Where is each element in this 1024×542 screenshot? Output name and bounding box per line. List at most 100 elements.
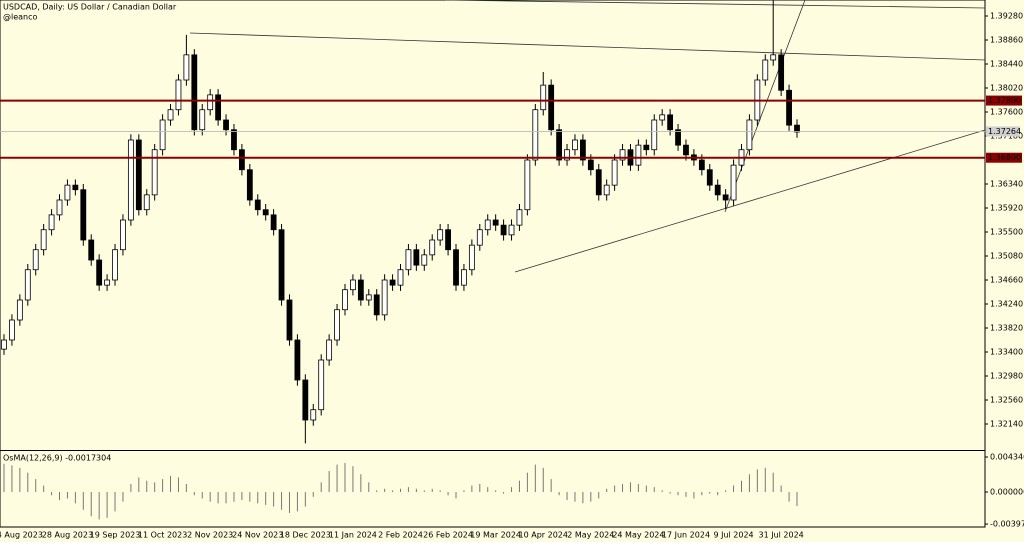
candle-body	[199, 109, 206, 131]
candle-body	[80, 189, 87, 241]
plot-frame	[0, 0, 986, 528]
candle-body	[326, 339, 333, 361]
y-tick-label: 1.36340	[990, 180, 1023, 189]
candle-body	[96, 259, 103, 286]
candle-body	[413, 249, 420, 266]
x-tick-label: 19 Mar 2024	[470, 531, 521, 540]
candle-body	[556, 129, 562, 161]
candle-body	[254, 199, 261, 211]
candle-body	[286, 299, 293, 341]
candle-body	[56, 199, 63, 216]
candle-body	[746, 119, 753, 151]
candle-body	[714, 184, 721, 196]
candle-body	[540, 84, 547, 111]
x-tick-label: 26 Feb 2024	[423, 531, 473, 540]
x-tick-label: 31 Jul 2024	[758, 531, 803, 540]
candle-body	[104, 279, 110, 286]
x-tick-label: 28 Aug 2023	[42, 531, 93, 540]
candle-body	[238, 149, 245, 171]
candle-body	[151, 149, 158, 196]
level-label-box	[986, 95, 1022, 106]
candle-body	[381, 279, 388, 316]
candle-body	[88, 239, 95, 261]
chart-title: USDCAD, Daily: US Dollar / Canadian Doll…	[3, 3, 177, 12]
candle-body	[635, 144, 642, 166]
candle-body	[548, 84, 555, 131]
candle-body	[405, 249, 412, 271]
candle-body	[231, 129, 237, 151]
candle-body	[468, 244, 475, 271]
candle-body	[16, 299, 23, 321]
candle-body	[72, 184, 79, 191]
indicator-title: OsMA(12,26,9) -0.0017304	[3, 454, 111, 463]
candle-body	[437, 229, 444, 241]
candle-body	[675, 129, 681, 146]
candle-body	[508, 224, 515, 236]
x-tick-label: 2 Nov 2023	[187, 531, 233, 540]
candle-body	[500, 224, 507, 236]
y-tick-label: 0.0043408	[990, 452, 1024, 461]
candle-body	[373, 294, 380, 316]
candle-body	[40, 229, 47, 251]
candle-body	[532, 109, 539, 161]
x-tick-label: 11 Jan 2024	[329, 531, 377, 540]
candle-body	[516, 209, 523, 226]
y-tick-label: 1.32140	[990, 420, 1023, 429]
candle-body	[476, 229, 483, 246]
candle-body	[167, 109, 174, 121]
candle-body	[461, 269, 467, 286]
candle-body	[294, 339, 301, 381]
candle-body	[619, 149, 626, 161]
x-tick-label: 24 May 2024	[612, 531, 664, 540]
candle-body	[342, 289, 348, 311]
candle-body	[722, 194, 729, 201]
candle-body	[453, 249, 459, 286]
y-tick-label: 1.32560	[990, 396, 1023, 405]
y-tick-label: 1.35500	[990, 228, 1023, 237]
candle-body	[564, 149, 570, 161]
candle-body	[611, 159, 618, 186]
x-tick-label: 2 Feb 2024	[378, 531, 423, 540]
x-tick-label: 19 Sep 2023	[90, 531, 141, 540]
candle-body	[683, 144, 689, 156]
x-tick-label: 11 Oct 2023	[138, 531, 187, 540]
y-tick-label: 1.38020	[990, 84, 1023, 93]
x-tick-label: 10 Apr 2024	[519, 531, 568, 540]
last-price-label: 1.37264	[988, 127, 1021, 136]
candle-body	[223, 119, 229, 131]
candle-body	[421, 254, 428, 266]
candle-body	[1, 339, 7, 350]
candle-body	[302, 379, 309, 421]
candle-body	[262, 209, 269, 216]
candle-body	[762, 59, 769, 81]
y-tick-label: 0.0000000	[990, 488, 1024, 497]
candle-body	[643, 144, 650, 151]
x-tick-label: 18 Dec 2023	[280, 531, 331, 540]
candle-body	[667, 114, 674, 131]
candle-body	[112, 249, 118, 281]
candle-body	[32, 249, 39, 271]
y-tick-label: 1.34660	[990, 276, 1023, 285]
candle-body	[175, 79, 182, 111]
candle-body	[587, 159, 594, 171]
candle-body	[9, 319, 15, 341]
y-tick-label: 1.35080	[990, 252, 1023, 261]
candle-body	[786, 89, 792, 126]
candle-body	[48, 214, 55, 231]
trend-line	[514, 129, 986, 273]
candle-body	[127, 139, 134, 221]
candle-body	[246, 169, 253, 201]
x-tick-label: 17 Jun 2024	[662, 531, 710, 540]
x-tick-label: 24 Nov 2023	[232, 531, 283, 540]
candle-body	[143, 194, 150, 211]
y-tick-label: 1.35920	[990, 204, 1023, 213]
y-tick-label: 1.38860	[990, 36, 1023, 45]
candle-body	[484, 219, 491, 231]
candle-body	[207, 94, 214, 111]
candle-body	[389, 279, 396, 286]
last-price-box	[986, 126, 1020, 137]
candle-body	[24, 269, 31, 301]
candle-body	[350, 279, 356, 291]
level-label-box	[986, 152, 1022, 163]
y-tick-label: 1.37600	[990, 108, 1023, 117]
